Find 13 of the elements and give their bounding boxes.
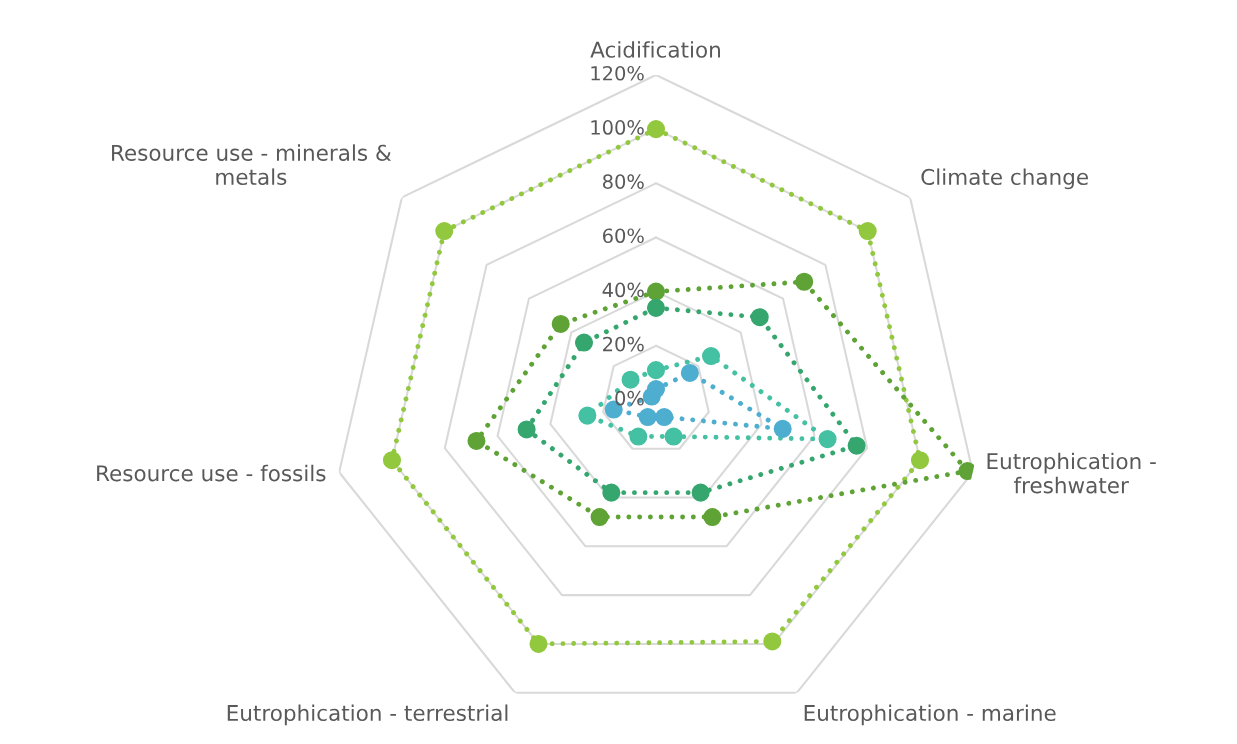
spoke-label: Acidification [590,41,720,58]
y-tick-label: 60% [603,228,644,244]
spoke-label: Eutrophication - terrestrial [227,704,508,726]
y-tick-label: 80% [602,174,644,189]
spoke-label: Resource use - minerals & metals [112,144,392,186]
y-tick-label: 40% [602,282,644,298]
spoke-label: Eutrophication - marine [804,704,1056,726]
spoke-label: Eutrophication - freshwater [987,452,1156,494]
y-tick-label: 120% [591,65,644,81]
spoke-label: Climate change [921,168,1088,190]
spoke-label: Resource use - fossils [97,464,326,482]
y-tick-label: 100% [591,120,644,135]
y-tick-label: 20% [603,336,644,352]
